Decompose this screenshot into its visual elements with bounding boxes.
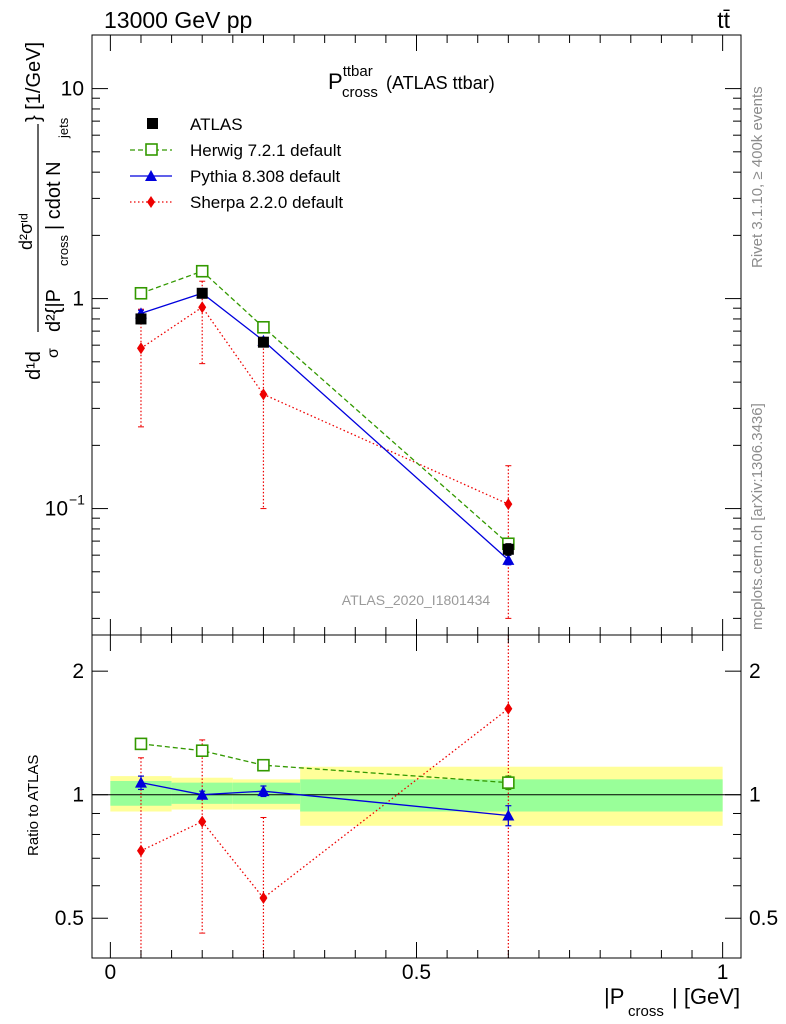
beam-label: 13000 GeV pp bbox=[104, 7, 252, 33]
ratio-ytick-label: 0.5 bbox=[55, 907, 84, 930]
herwig-line bbox=[140, 270, 509, 545]
ratio-ytick-label: 2 bbox=[72, 660, 84, 683]
sherpa-marker bbox=[504, 498, 513, 511]
sherpa-line bbox=[140, 306, 509, 505]
title-subscript: cross bbox=[342, 84, 378, 101]
legend-pythia-label: Pythia 8.308 default bbox=[190, 167, 341, 186]
ylabel-bracket-close: } [1/GeV] bbox=[23, 42, 45, 122]
xtick-label: 0.5 bbox=[402, 961, 431, 984]
sherpa-marker bbox=[136, 844, 145, 857]
ylabel-denominator: d²{|P bbox=[43, 289, 65, 332]
main-ytick-label: 10 bbox=[61, 78, 84, 101]
ylabel-prefix: d¹d bbox=[23, 351, 45, 380]
mcplots-label: mcplots.cern.ch [arXiv:1306.3436] bbox=[749, 403, 766, 630]
xlabel-suffix: | [GeV] bbox=[672, 984, 740, 1009]
atlas-marker bbox=[257, 336, 269, 348]
legend-sherpa-label: Sherpa 2.2.0 default bbox=[190, 193, 343, 212]
plot-title: Pttbar bbox=[328, 63, 373, 94]
legend-atlas-marker bbox=[147, 118, 158, 129]
rivet-label: Rivet 3.1.10, ≥ 400k events bbox=[749, 86, 766, 268]
main-ylabel: d¹d σ d²{|P cross | cdot N jets d²σᶦᵈ } … bbox=[16, 42, 71, 380]
pythia-marker bbox=[257, 785, 270, 797]
main-ytick-label: 1 bbox=[72, 288, 84, 311]
sherpa-marker bbox=[504, 702, 513, 715]
ratio-ytick-label: 1 bbox=[72, 784, 84, 807]
pythia-marker bbox=[134, 776, 147, 788]
legend-sherpa-marker bbox=[147, 196, 155, 208]
atlas-marker bbox=[135, 313, 147, 325]
sherpa-marker bbox=[259, 388, 268, 401]
pythia-marker bbox=[502, 809, 515, 821]
title-suffix: (ATLAS ttbar) bbox=[386, 73, 495, 93]
pythia-marker bbox=[196, 788, 209, 800]
herwig-marker bbox=[195, 264, 209, 278]
herwig-marker bbox=[195, 744, 209, 758]
ylabel-sigma: σ bbox=[45, 348, 62, 358]
ylabel-numerator: d²σᶦᵈ bbox=[16, 213, 36, 250]
ratio-panel: 2 2 1 1 0.5 0.5 0 0.5 1 bbox=[55, 634, 778, 984]
legend-pythia-marker bbox=[145, 170, 157, 181]
legend-atlas-label: ATLAS bbox=[190, 115, 243, 134]
ylabel-cross-sub: cross bbox=[56, 234, 71, 266]
pythia-line bbox=[140, 292, 509, 561]
atlas-marker bbox=[196, 287, 208, 299]
ratio-ytick-label-right: 2 bbox=[749, 660, 761, 683]
xtick-label: 1 bbox=[717, 961, 729, 984]
ratio-ticks: 2 2 1 1 0.5 0.5 0 0.5 1 bbox=[55, 635, 778, 984]
xlabel-prefix: |P bbox=[604, 984, 624, 1009]
sherpa-marker bbox=[259, 892, 268, 905]
herwig-marker bbox=[257, 758, 270, 772]
ratio-series bbox=[134, 635, 515, 958]
ratio-ylabel: Ratio to ATLAS bbox=[25, 755, 42, 856]
legend-herwig-marker bbox=[145, 143, 158, 156]
title-superscript: ttbar bbox=[343, 63, 373, 80]
herwig-marker bbox=[134, 737, 148, 751]
main-ytick-exponent: −1 bbox=[69, 492, 85, 508]
atlas-marker bbox=[502, 543, 514, 555]
sherpa-marker bbox=[198, 301, 207, 314]
sherpa-marker bbox=[198, 815, 207, 828]
herwig-marker bbox=[502, 776, 515, 789]
herwig-marker bbox=[134, 286, 148, 300]
ylabel-denominator-rest: | cdot N bbox=[43, 161, 65, 230]
xlabel-subscript: cross bbox=[628, 1003, 664, 1020]
main-series bbox=[134, 264, 515, 619]
main-ytick-label: 10 bbox=[45, 498, 68, 521]
legend: ATLAS Herwig 7.2.1 default Pythia 8.308 … bbox=[130, 115, 343, 212]
analysis-label: ATLAS_2020_I1801434 bbox=[342, 592, 491, 608]
ratio-ytick-label-right: 0.5 bbox=[749, 907, 778, 930]
pythia-line bbox=[140, 782, 509, 817]
process-label: tt̄ bbox=[717, 7, 730, 33]
legend-herwig-label: Herwig 7.2.1 default bbox=[190, 141, 341, 160]
xlabel: |P bbox=[604, 984, 624, 1009]
ratio-ytick-label-right: 1 bbox=[749, 784, 761, 807]
xtick-label: 0 bbox=[105, 961, 117, 984]
herwig-marker bbox=[257, 320, 270, 334]
ylabel-jets-sub: jets bbox=[56, 117, 71, 139]
sherpa-marker bbox=[136, 342, 145, 355]
title-symbol: P bbox=[328, 69, 343, 94]
pythia-marker bbox=[502, 553, 515, 565]
